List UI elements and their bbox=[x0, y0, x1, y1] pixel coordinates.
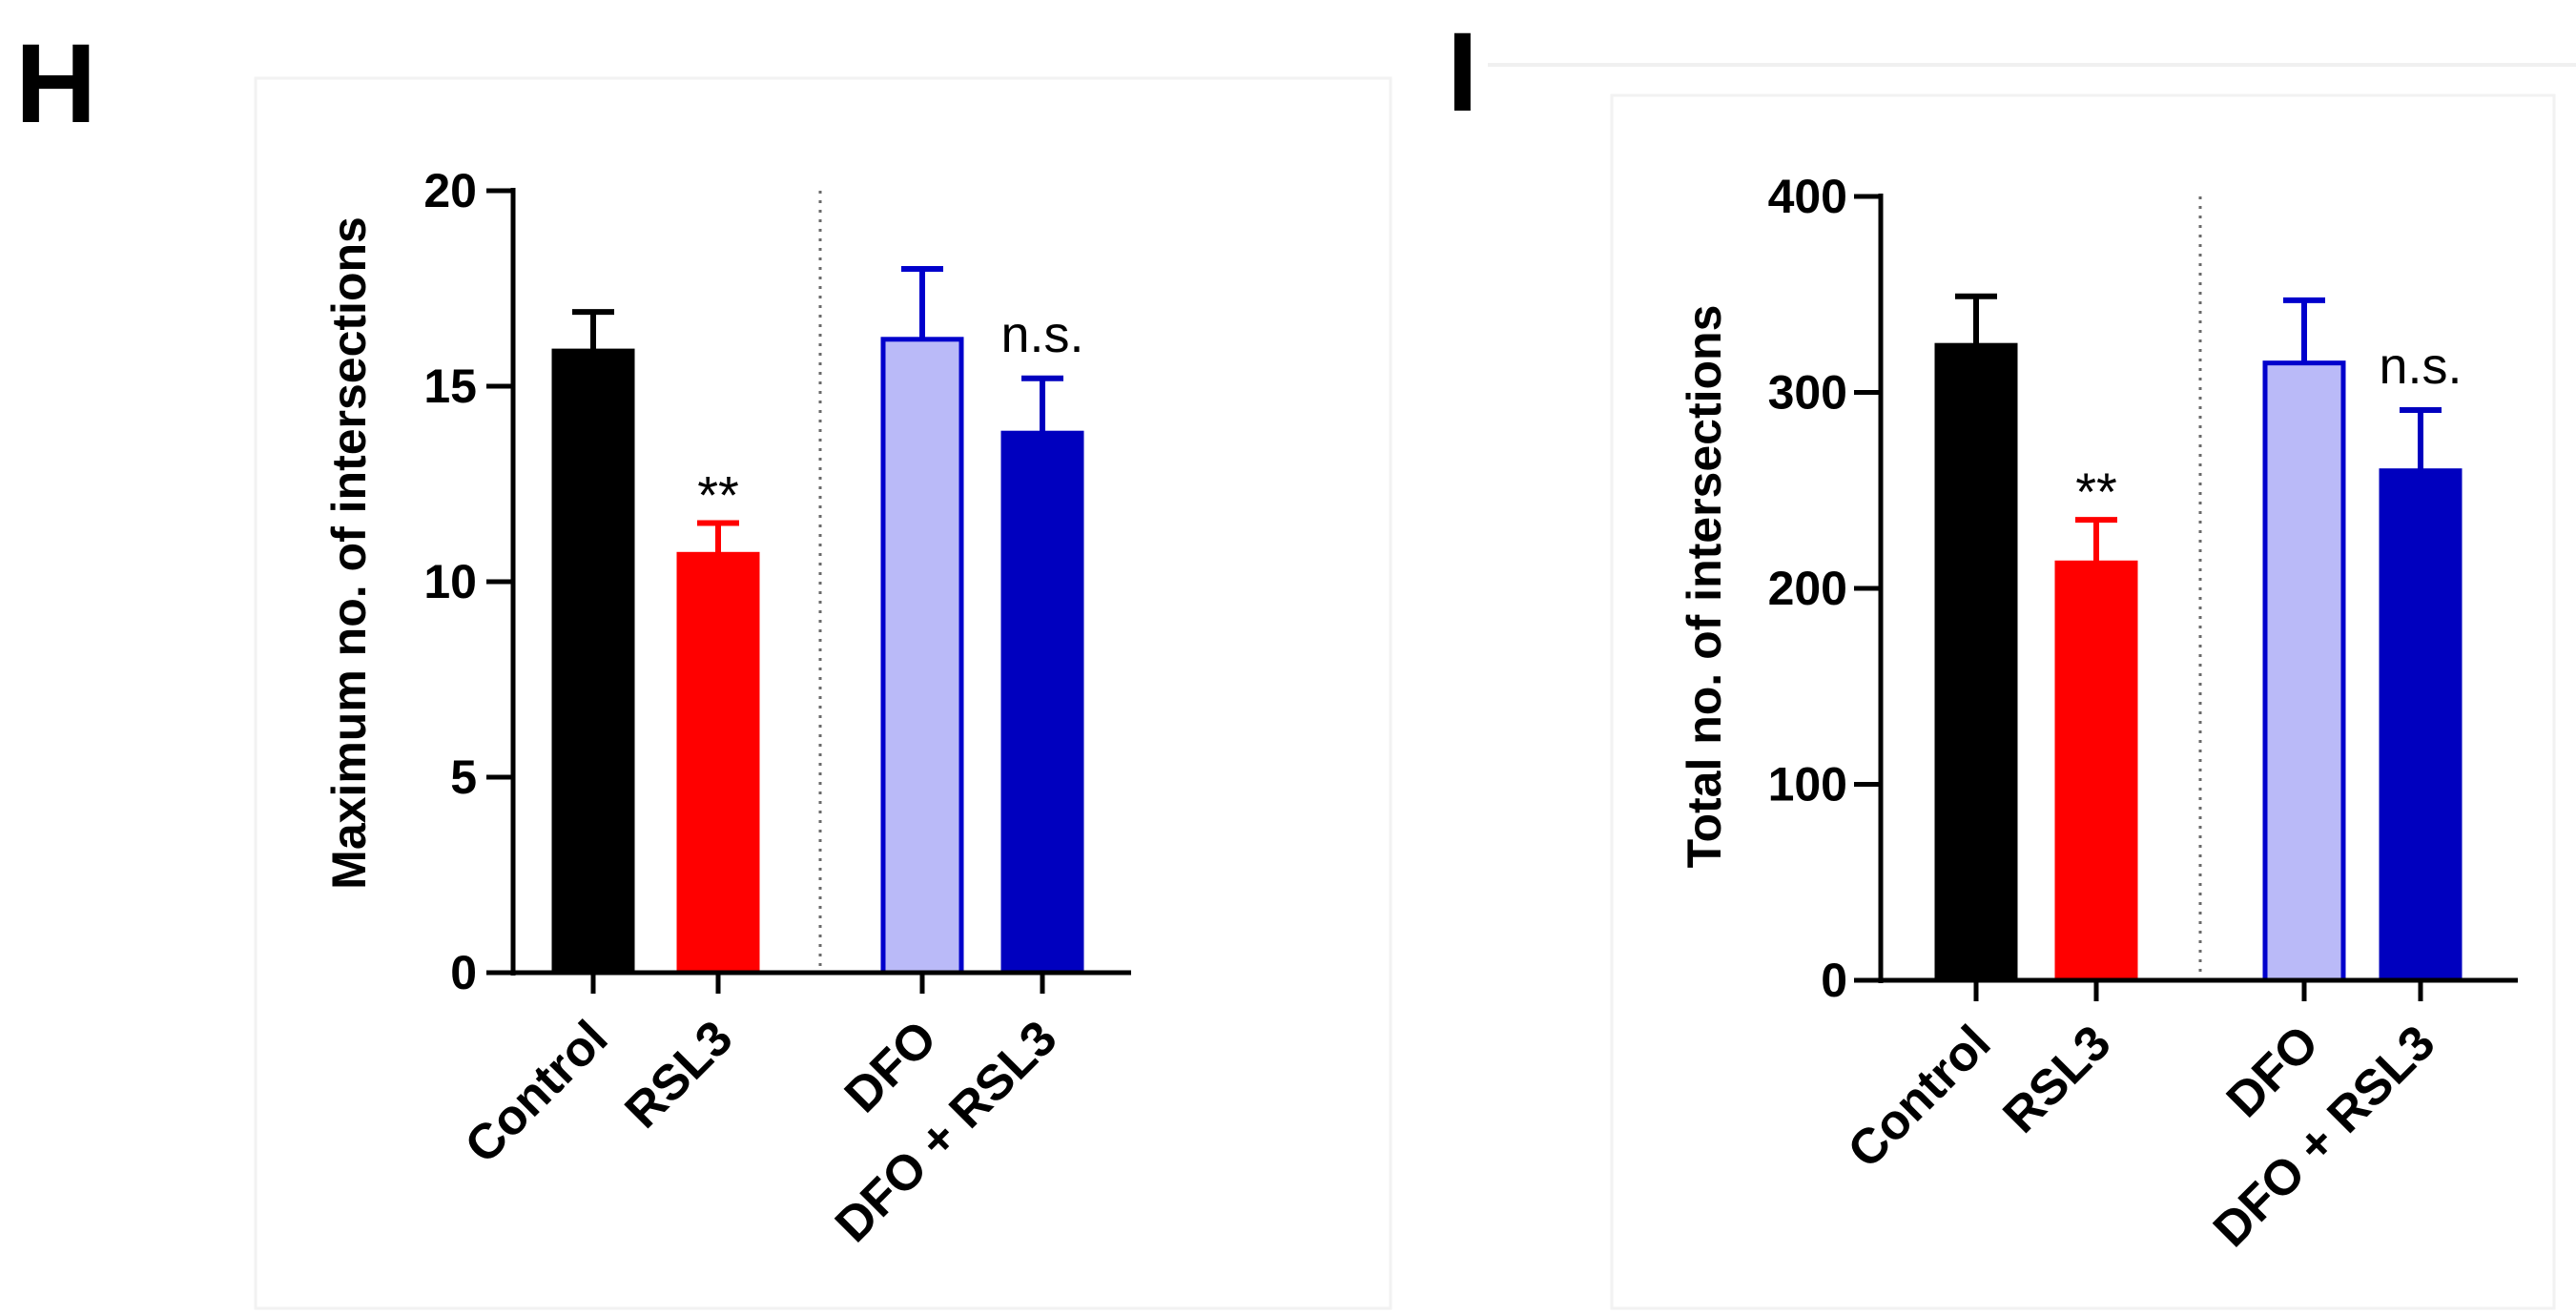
significance-label: ** bbox=[697, 465, 739, 525]
y-tick-label: 20 bbox=[423, 164, 477, 217]
error-bars-i bbox=[1955, 293, 2442, 564]
bar-control bbox=[1934, 342, 2018, 983]
axes-i bbox=[1854, 194, 2518, 1001]
chart-marks-i bbox=[1934, 342, 2463, 983]
y-tick-label: 100 bbox=[1768, 758, 1847, 812]
y-tick-label: 300 bbox=[1768, 366, 1847, 420]
y-tick-label: 5 bbox=[450, 750, 477, 804]
bar-dfo bbox=[2262, 360, 2346, 983]
bar-dfo bbox=[880, 337, 964, 976]
significance-label: ** bbox=[2075, 462, 2117, 522]
y-tick-label: 10 bbox=[423, 555, 477, 608]
panel-label-h: H bbox=[15, 21, 96, 147]
significance-label: n.s. bbox=[2379, 338, 2462, 395]
y-tick-label: 0 bbox=[1821, 954, 1847, 1007]
bar-rsl3 bbox=[676, 551, 760, 976]
bar-dfo-rsl3 bbox=[1000, 430, 1084, 976]
significance-label: n.s. bbox=[1000, 306, 1083, 363]
panel-label-i: I bbox=[1447, 10, 1478, 135]
bar-rsl3 bbox=[2054, 560, 2138, 983]
y-axis-title-i: Total no. of intersections bbox=[1678, 305, 1731, 869]
panel-h-frame bbox=[254, 76, 1392, 1310]
error-bars-h bbox=[572, 266, 1063, 555]
y-tick-label: 0 bbox=[450, 946, 477, 999]
y-tick-label: 200 bbox=[1768, 562, 1847, 615]
y-tick-label: 15 bbox=[423, 360, 477, 413]
y-tick-label: 400 bbox=[1768, 170, 1847, 223]
panel-i-frame bbox=[1610, 93, 2556, 1310]
bar-control bbox=[551, 348, 635, 976]
axes-h bbox=[486, 188, 1131, 994]
y-axis-title-h: Maximum no. of intersections bbox=[322, 216, 376, 890]
bar-dfo-rsl3 bbox=[2379, 468, 2463, 983]
